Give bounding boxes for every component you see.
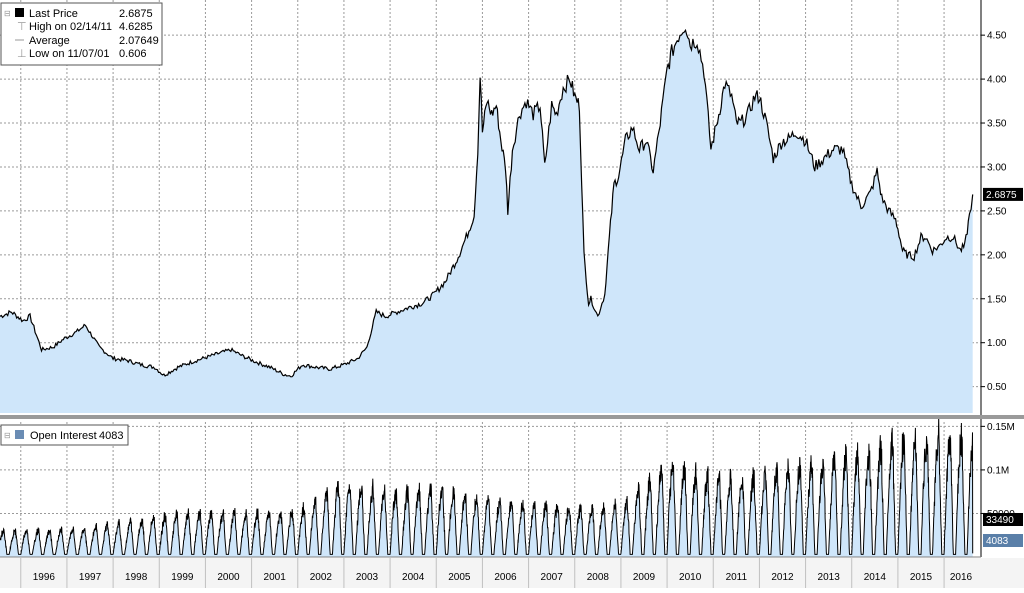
last-price-marker-icon: [15, 8, 24, 17]
price-y-axis: 0.50 1.00 1.50 2.00 2.50 3.00 3.50 4.00 4.50: [981, 31, 1007, 393]
y-tick-label: 3.00: [987, 162, 1007, 173]
y-tick-label: 4.00: [987, 75, 1007, 86]
y-tick-label: 1.00: [987, 338, 1007, 349]
high-marker-icon: ⊤: [17, 21, 27, 33]
y-tick-label: 0.15M: [987, 422, 1015, 433]
price-series: [0, 28, 974, 414]
x-tick-label: 2004: [402, 572, 425, 583]
x-tick-label: 2015: [910, 572, 933, 583]
last-price-badge: 2.6875: [983, 187, 1023, 201]
y-tick-label: 2.00: [987, 250, 1007, 261]
open-interest-gridlines: [0, 422, 981, 557]
open-interest-legend: ⊟ Open Interest 4083: [0, 424, 129, 446]
x-tick-label: 2016: [950, 572, 973, 583]
x-tick-label: 2009: [633, 572, 656, 583]
last-price-badge-bg: [983, 187, 1023, 201]
legend-open-interest-value: 4083: [99, 430, 123, 442]
legend-box: [0, 424, 129, 446]
x-tick-label: 2002: [310, 572, 333, 583]
legend-low-label: Low on 11/07/01: [29, 48, 110, 60]
legend-high-label: High on 02/14/11: [29, 21, 112, 33]
x-tick-label: 1999: [171, 572, 194, 583]
low-marker-icon: ⊥: [17, 48, 27, 60]
x-tick-label: 2014: [864, 572, 887, 583]
panel-frames: [0, 0, 1024, 558]
last-price-badge-text: 2.6875: [986, 190, 1017, 201]
x-tick-label: 1997: [79, 572, 102, 583]
open-interest-badges: 33490 4083: [983, 513, 1023, 547]
open-interest-badge-2-text: 4083: [986, 536, 1009, 547]
legend-average-label: Average: [29, 35, 70, 47]
panel-separator[interactable]: [0, 415, 1024, 419]
x-tick-label: 2006: [494, 572, 517, 583]
x-axis-band: [0, 558, 1024, 589]
x-tick-label: 2000: [217, 572, 240, 583]
x-tick-label: 2012: [771, 572, 794, 583]
legend-collapse-icon[interactable]: ⊟: [4, 431, 11, 440]
legend-average-value: 2.07649: [119, 35, 159, 47]
legend-box: [0, 2, 163, 66]
open-interest-series: [0, 416, 974, 557]
price-legend: ⊟ Last Price 2.6875 ⊤ High on 02/14/11 4…: [0, 2, 163, 66]
open-interest-area-fill: [0, 416, 973, 557]
y-tick-label: 3.50: [987, 119, 1007, 130]
legend-last-price-label: Last Price: [29, 8, 78, 20]
price-area-fill: [0, 30, 973, 414]
y-tick-label: 2.50: [987, 206, 1007, 217]
x-tick-label: 2005: [448, 572, 471, 583]
x-tick-label: 1996: [33, 572, 56, 583]
x-tick-label: 2007: [541, 572, 564, 583]
open-interest-y-axis: 500000.1M0.15M: [981, 422, 1015, 520]
x-tick-label: 2013: [818, 572, 841, 583]
open-interest-line: [0, 416, 974, 555]
x-tick-label: 2001: [264, 572, 287, 583]
y-tick-label: 4.50: [987, 31, 1007, 42]
y-tick-label: 0.50: [987, 382, 1007, 393]
legend-open-interest-label: Open Interest: [30, 430, 97, 442]
price-line: [0, 28, 974, 378]
legend-low-value: 0.606: [119, 48, 147, 60]
legend-high-value: 4.6285: [119, 21, 153, 33]
legend-collapse-icon[interactable]: ⊟: [4, 9, 11, 18]
x-tick-label: 2003: [356, 572, 379, 583]
x-axis: 1996 1997 1998 1999 2000 2001 2002 2003 2004 2005…: [20, 557, 973, 588]
y-tick-label: 1.50: [987, 294, 1007, 305]
x-tick-label: 1998: [125, 572, 148, 583]
open-interest-badge-2-bg: [983, 534, 1023, 547]
y-tick-label: 0.1M: [987, 465, 1009, 476]
open-interest-badge-1-bg: [983, 513, 1023, 526]
x-tick-label: 2008: [587, 572, 610, 583]
open-interest-marker-icon: [15, 430, 24, 439]
x-tick-label: 2011: [726, 572, 748, 583]
x-tick-label: 2010: [679, 572, 702, 583]
legend-last-price-value: 2.6875: [119, 8, 153, 20]
open-interest-badge-1-text: 33490: [986, 515, 1014, 526]
